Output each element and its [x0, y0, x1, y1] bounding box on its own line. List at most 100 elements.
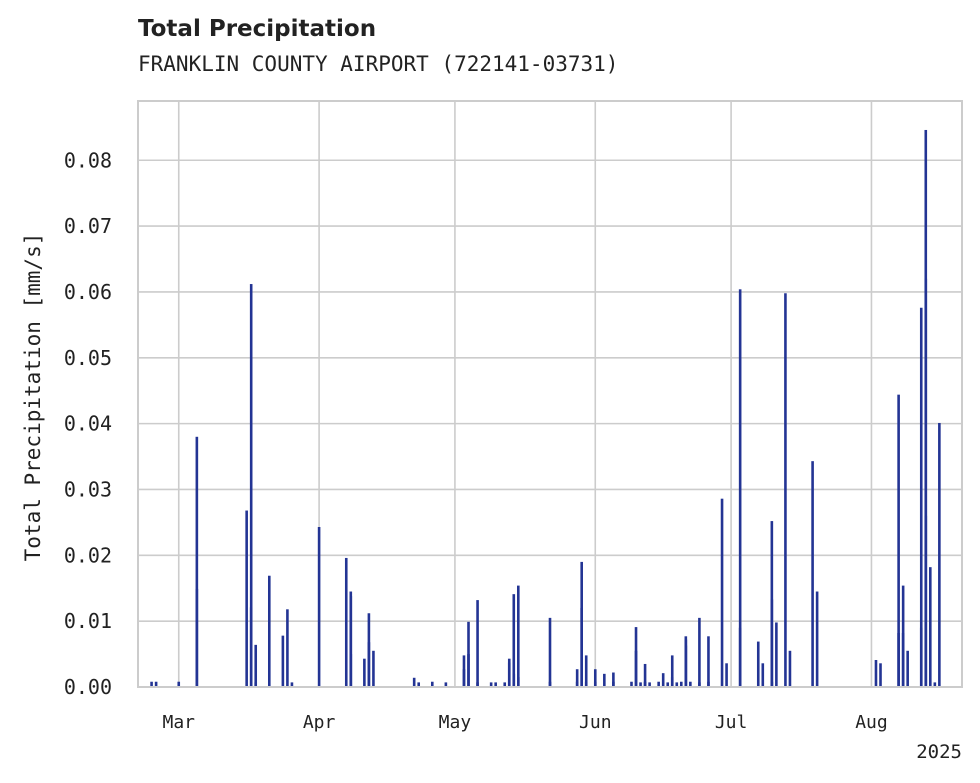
precipitation-bar — [648, 682, 651, 687]
chart-subtitle: FRANKLIN COUNTY AIRPORT (722141-03731) — [138, 52, 619, 76]
precipitation-bar — [372, 650, 375, 687]
precipitation-bar — [417, 682, 421, 687]
precipitation-bar — [634, 627, 638, 687]
precipitation-bar — [784, 293, 787, 687]
y-tick-label: 0.02 — [64, 543, 112, 567]
precipitation-bar — [254, 682, 258, 687]
precipitation-bar — [684, 636, 688, 687]
precipitation-bar — [462, 655, 466, 687]
precipitation-bar — [593, 669, 597, 687]
precipitation-bar — [584, 681, 588, 687]
precipitation-bar — [924, 515, 928, 687]
precipitation-bar — [154, 681, 158, 687]
precipitation-bar — [643, 663, 647, 687]
precipitation-bar — [517, 585, 520, 687]
precipitation-bar — [679, 681, 683, 687]
precipitation-bar — [897, 633, 900, 687]
precipitation-bar — [412, 677, 416, 687]
x-tick-label: Jul — [715, 712, 748, 733]
precipitation-bar — [349, 654, 353, 687]
precipitation-bar — [317, 527, 321, 687]
precipitation-bar — [919, 307, 923, 687]
x-tick-label: Aug — [855, 712, 888, 733]
precipitation-bar — [575, 669, 579, 687]
y-tick-label: 0.07 — [64, 214, 112, 238]
precipitation-bar — [249, 284, 253, 687]
y-tick-label: 0.01 — [64, 609, 112, 633]
precipitation-bar — [467, 621, 470, 687]
precipitation-bar — [879, 663, 882, 687]
precipitation-bar — [512, 673, 516, 687]
precipitation-bar — [367, 642, 371, 687]
precipitation-bar — [245, 510, 248, 687]
precipitation-bar — [924, 278, 928, 687]
precipitation-bar — [698, 682, 701, 687]
precipitation-bar — [344, 557, 348, 687]
precipitation-bar — [770, 599, 774, 687]
plot-frame — [137, 100, 963, 688]
x-tick-label: Mar — [162, 712, 195, 733]
precipitation-bar — [503, 682, 507, 687]
precipitation-bar — [507, 658, 511, 687]
precipitation-bar — [254, 644, 258, 687]
precipitation-bar — [430, 681, 434, 687]
precipitation-bar — [593, 681, 597, 687]
y-tick-label: 0.05 — [64, 346, 112, 370]
precipitation-bar — [580, 607, 583, 687]
precipitation-bar — [612, 672, 615, 687]
y-tick-label: 0.06 — [64, 280, 112, 304]
precipitation-bar — [494, 682, 497, 687]
precipitation-bar — [249, 607, 253, 687]
precipitation-bar — [444, 682, 448, 687]
precipitation-bar — [675, 682, 679, 687]
precipitation-bar — [476, 682, 479, 687]
precipitation-bar — [929, 567, 932, 687]
precipitation-bar — [286, 609, 289, 687]
precipitation-bar — [512, 594, 516, 687]
precipitation-bar — [756, 641, 760, 687]
precipitation-bar — [707, 636, 710, 687]
precipitation-bar — [281, 635, 285, 687]
precipitation-bar — [670, 655, 674, 687]
precipitation-bar — [603, 673, 606, 687]
precipitation-bar — [761, 663, 765, 687]
precipitation-bar — [938, 422, 941, 687]
gridlines — [138, 101, 962, 687]
precipitation-bar — [630, 681, 633, 687]
precipitation-bar — [584, 655, 588, 687]
y-tick-label: 0.08 — [64, 148, 112, 172]
precipitation-bar — [290, 682, 294, 687]
precipitation-bar — [874, 660, 878, 687]
precipitation-bar — [267, 575, 271, 687]
x-axis-ticks: Mar Apr May Jun Jul Aug — [162, 712, 887, 733]
precipitation-bar — [897, 394, 900, 687]
x-tick-label: Jun — [579, 712, 612, 733]
precipitation-bar — [738, 289, 742, 687]
precipitation-bar — [548, 681, 552, 687]
precipitation-bar — [195, 436, 199, 687]
precipitation-bar — [933, 682, 937, 687]
precipitation-bar — [720, 498, 724, 687]
y-tick-label: 0.03 — [64, 477, 112, 501]
x-axis-year-label: 2025 — [916, 741, 962, 763]
precipitation-bar — [657, 681, 660, 687]
y-tick-label: 0.04 — [64, 412, 112, 436]
y-axis-ticks: 0.00 0.01 0.02 0.03 0.04 0.05 0.06 0.07 0.08 — [64, 148, 112, 699]
precipitation-bar — [901, 633, 905, 687]
precipitation-bar — [639, 682, 642, 687]
precipitation-bar — [906, 650, 909, 687]
precipitation-bar — [811, 461, 814, 687]
y-axis-label: Total Precipitation [mm/s] — [21, 233, 45, 562]
x-tick-label: May — [439, 712, 472, 733]
precipitation-bars — [150, 129, 941, 688]
chart-title: Total Precipitation — [138, 16, 377, 42]
precipitation-bar — [661, 673, 665, 687]
precipitation-bar — [349, 596, 353, 687]
precipitation-bar — [666, 682, 670, 687]
precipitation-bar — [725, 663, 728, 687]
precipitation-bar — [612, 681, 615, 687]
precipitation-bar — [775, 622, 778, 687]
precipitation-bar — [476, 600, 479, 687]
precipitation-bar — [698, 617, 701, 687]
